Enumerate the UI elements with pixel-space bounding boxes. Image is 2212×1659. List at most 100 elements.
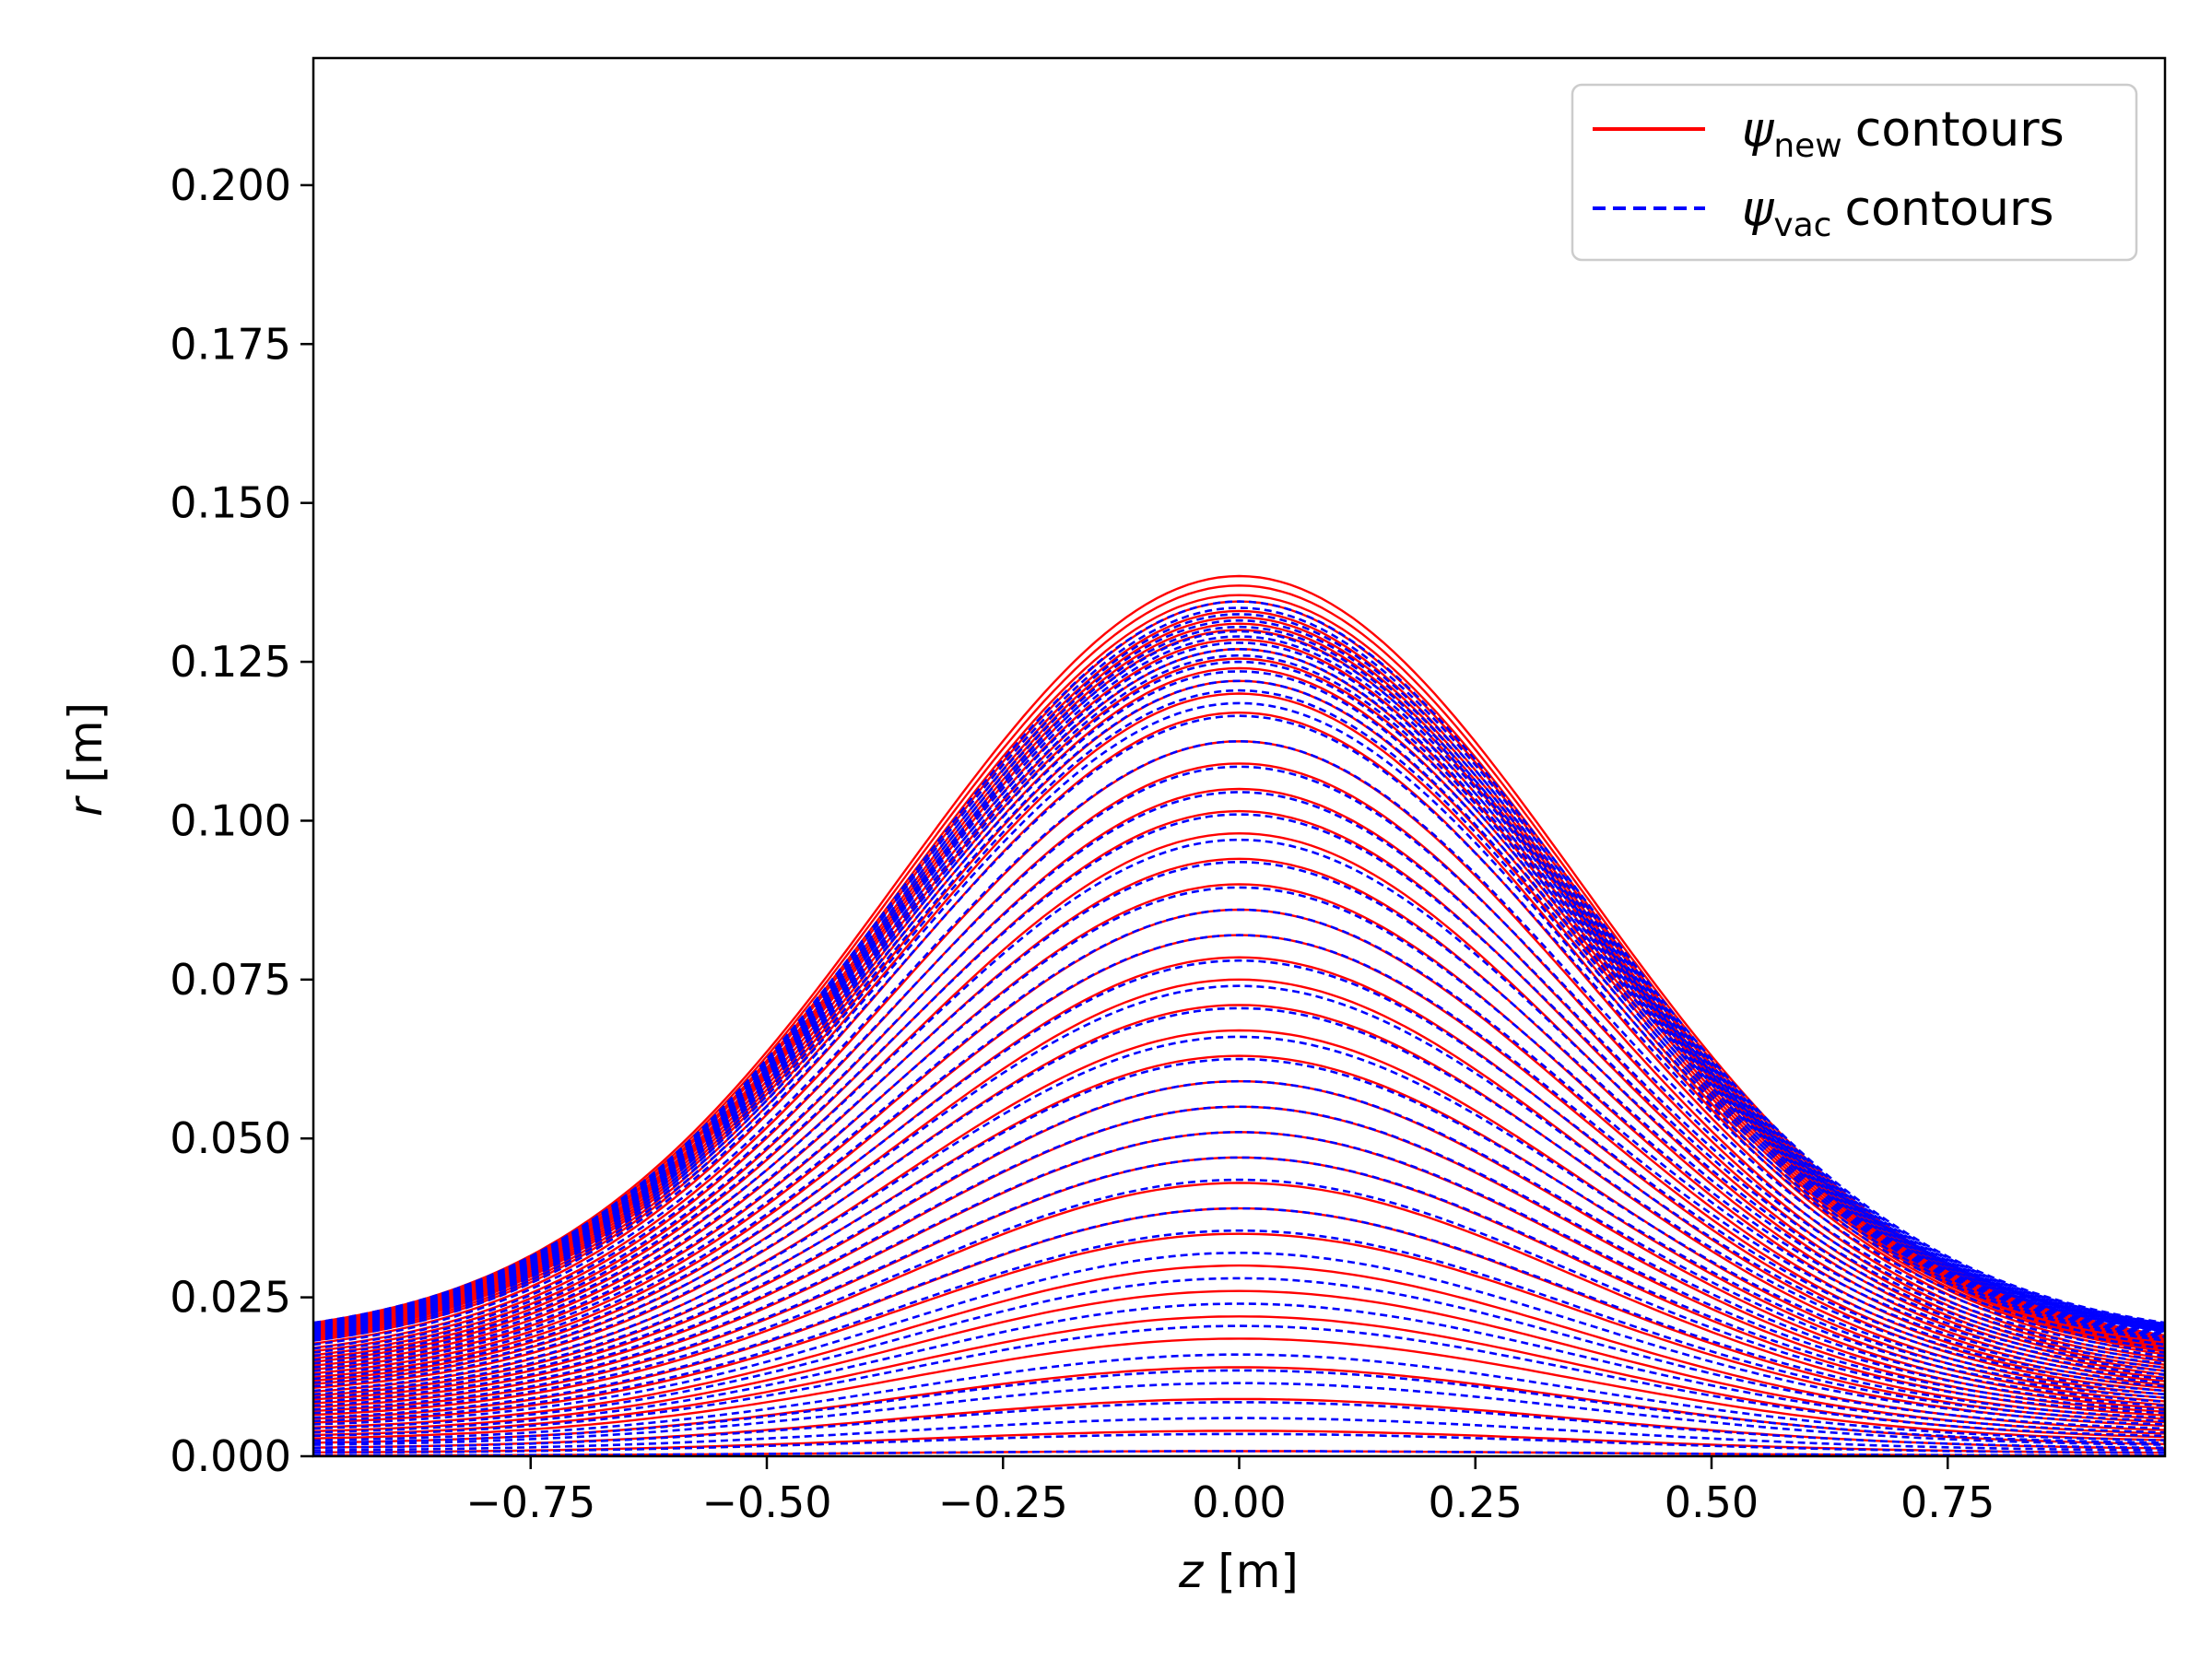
psi-vac-contour-33	[313, 701, 2165, 1340]
psi-new-contour-8	[313, 1232, 2165, 1428]
psi-new-contour-30	[313, 692, 2165, 1353]
y-tick-label: 0.075	[170, 955, 291, 1005]
psi-vac-contour-14	[313, 1156, 2165, 1411]
psi-vac-contour-29	[313, 791, 2165, 1354]
psi-vac-contour-9	[313, 1277, 2165, 1430]
x-tick-label: 0.50	[1665, 1477, 1759, 1527]
psi-new-contour-15	[313, 1054, 2165, 1403]
psi-vac-contour-27	[313, 838, 2165, 1361]
y-tick-label: 0.200	[170, 160, 291, 210]
psi-vac-contour-1	[313, 1432, 2165, 1454]
x-tick-label: 0.25	[1429, 1477, 1523, 1527]
psi-vac-contour-5	[313, 1369, 2165, 1444]
psi-vac-contour-24	[313, 908, 2165, 1372]
psi-vac-contour-35	[313, 679, 2165, 1336]
x-tick-label: −0.50	[702, 1477, 832, 1527]
psi-new-contour-11	[313, 1156, 2165, 1417]
y-tick-label: 0.175	[170, 319, 291, 369]
psi-vac-contour-3	[313, 1401, 2165, 1450]
psi-vac-contour-46	[313, 606, 2165, 1325]
psi-vac-contour-45	[313, 613, 2165, 1326]
legend-symbol-new: ψ	[1742, 102, 1775, 158]
psi-vac-contour-47	[313, 600, 2165, 1324]
legend-symbol-vac: ψ	[1742, 182, 1775, 237]
psi-new-contour-25	[313, 809, 2165, 1370]
y-tick-label: 0.050	[170, 1113, 291, 1163]
psi-vac-contour-6	[313, 1353, 2165, 1442]
x-tick-label: 0.75	[1900, 1477, 1994, 1527]
psi-vac-contour-19	[313, 1035, 2165, 1393]
y-axis-variable: r	[59, 794, 112, 817]
psi-vac-contour-34	[313, 688, 2165, 1338]
psi-new-contour-14	[313, 1079, 2165, 1406]
psi-vac-contour-7	[313, 1324, 2165, 1438]
contour-lines	[313, 574, 2165, 1456]
legend-label-new: ψnew contours	[1742, 102, 2065, 165]
y-tick-label: 0.000	[170, 1431, 291, 1481]
x-axis: −0.75 −0.50 −0.25 0.00 0.25 0.50 0.75	[465, 1456, 1994, 1527]
psi-new-contour-10	[313, 1182, 2165, 1420]
psi-vac-contour-39	[313, 647, 2165, 1332]
y-axis-unit: [m]	[59, 702, 112, 783]
psi-vac-contour-28	[313, 813, 2165, 1358]
psi-new-contour-4	[313, 1337, 2165, 1441]
y-tick-label: 0.125	[170, 637, 291, 687]
psi-vac-contour-40	[313, 641, 2165, 1331]
y-tick-label: 0.025	[170, 1273, 291, 1323]
x-tick-label: 0.00	[1192, 1477, 1286, 1527]
psi-new-contour-19	[313, 956, 2165, 1389]
psi-new-contour-6	[313, 1289, 2165, 1435]
psi-vac-contour-0	[313, 1450, 2165, 1456]
psi-vac-contour-32	[313, 714, 2165, 1342]
psi-new-contour-33	[313, 657, 2165, 1348]
psi-new-contour-1	[313, 1430, 2165, 1454]
x-axis-label: z [m]	[1178, 1545, 1299, 1598]
psi-vac-contour-17	[313, 1079, 2165, 1399]
psi-new-contour-29	[313, 711, 2165, 1356]
y-axis-label: r [m]	[59, 702, 112, 817]
psi-vac-contour-23	[313, 934, 2165, 1376]
psi-vac-contour-36	[313, 670, 2165, 1335]
x-axis-variable: z	[1178, 1545, 1205, 1598]
y-tick-label: 0.150	[170, 478, 291, 528]
psi-new-contour-26	[313, 787, 2165, 1366]
psi-new-contour-37	[313, 622, 2165, 1344]
legend-label-vac: ψvac contours	[1742, 182, 2053, 244]
psi-new-contour-24	[313, 831, 2165, 1372]
y-tick-label: 0.100	[170, 795, 291, 845]
legend-sub-new: new	[1773, 127, 1841, 165]
psi-vac-contour-16	[313, 1105, 2165, 1404]
legend-sub-vac: vac	[1773, 206, 1831, 244]
psi-vac-contour-41	[313, 635, 2165, 1330]
x-axis-unit: [m]	[1218, 1545, 1299, 1598]
psi-vac-contour-11	[313, 1229, 2165, 1423]
psi-vac-contour-43	[313, 625, 2165, 1328]
x-tick-label: −0.25	[938, 1477, 1068, 1527]
psi-vac-contour-4	[313, 1382, 2165, 1446]
psi-vac-contour-37	[313, 660, 2165, 1334]
psi-new-contour-9	[313, 1206, 2165, 1424]
psi-vac-contour-44	[313, 618, 2165, 1327]
psi-new-contour-13	[313, 1105, 2165, 1410]
psi-vac-contour-25	[313, 886, 2165, 1369]
y-axis: 0.000 0.025 0.050 0.075 0.100 0.125 0.150 0.175…	[170, 160, 313, 1481]
legend-text-vac: contours	[1844, 182, 2053, 237]
psi-vac-contour-8	[313, 1302, 2165, 1434]
psi-vac-contour-22	[313, 959, 2165, 1381]
x-tick-label: −0.75	[465, 1477, 595, 1527]
psi-new-contour-28	[313, 740, 2165, 1359]
psi-vac-contour-12	[313, 1206, 2165, 1419]
psi-vac-contour-30	[313, 765, 2165, 1350]
psi-vac-contour-15	[313, 1130, 2165, 1407]
psi-vac-contour-21	[313, 984, 2165, 1384]
legend-box	[1571, 83, 2138, 262]
psi-vac-contour-2	[313, 1417, 2165, 1452]
psi-vac-contour-18	[313, 1057, 2165, 1395]
psi-vac-contour-13	[313, 1178, 2165, 1415]
psi-new-contour-17	[313, 1004, 2165, 1395]
psi-vac-contour-31	[313, 739, 2165, 1347]
psi-vac-contour-38	[313, 653, 2165, 1333]
legend-text-new: contours	[1855, 102, 2065, 158]
legend: ψnew contours ψvac contours	[1571, 83, 2138, 262]
